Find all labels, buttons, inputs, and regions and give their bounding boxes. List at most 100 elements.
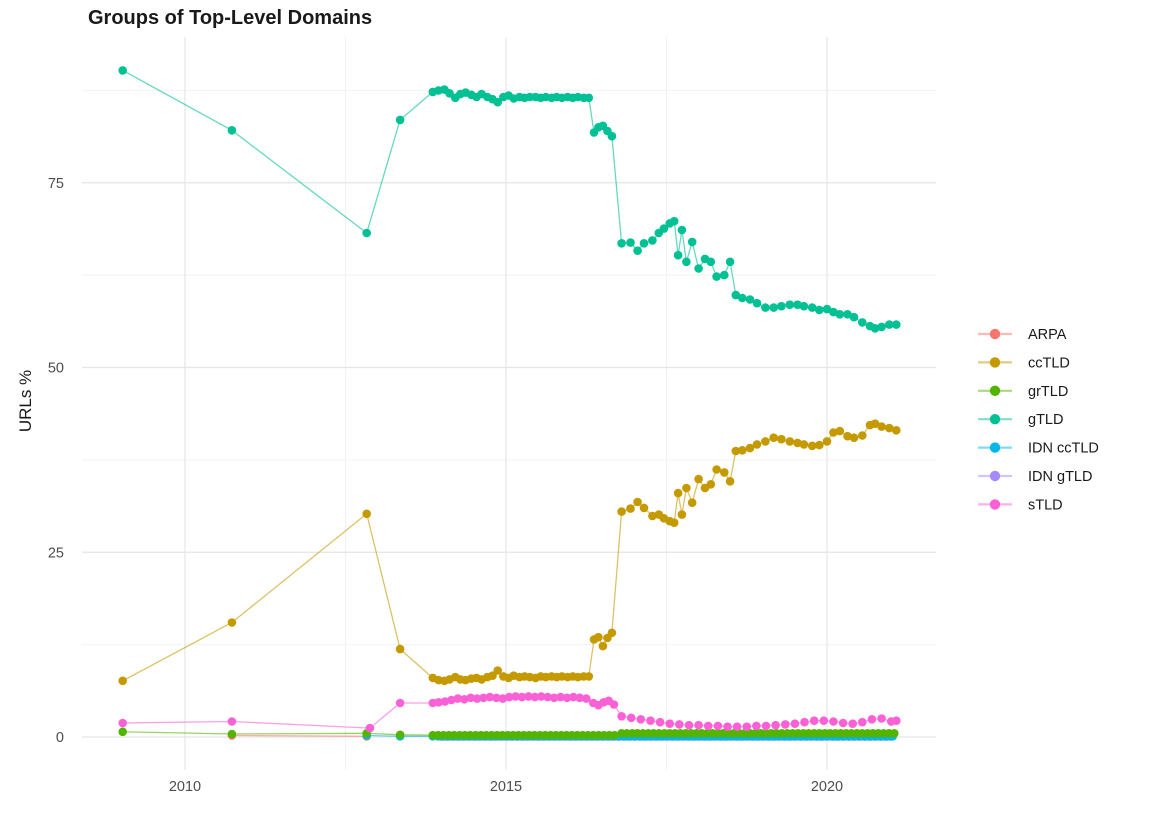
data-point-cctld bbox=[598, 641, 608, 651]
data-point-gtld bbox=[677, 225, 687, 235]
data-point-cctld bbox=[118, 676, 127, 686]
data-point-cctld bbox=[677, 510, 687, 519]
data-point-cctld bbox=[694, 474, 703, 484]
x-axis-tick-labels: 2010 2015 2020 bbox=[169, 779, 843, 795]
data-point-gtld bbox=[659, 224, 669, 233]
data-point-gtld bbox=[395, 115, 405, 125]
data-point-grtld bbox=[890, 729, 899, 738]
data-point-stld bbox=[556, 692, 565, 702]
data-point-cctld bbox=[870, 419, 880, 429]
data-point-stld bbox=[809, 716, 819, 725]
data-point-gtld bbox=[673, 250, 683, 260]
data-point-stld bbox=[530, 692, 540, 702]
gridlines bbox=[82, 37, 936, 770]
data-point-stld bbox=[517, 692, 527, 702]
series-line-gtld bbox=[122, 69, 897, 329]
data-point-gtld bbox=[815, 305, 824, 315]
series-line-arpa bbox=[231, 734, 367, 737]
y-axis-tick-labels: 0 25 50 75 bbox=[48, 176, 64, 746]
data-point-cctld bbox=[712, 465, 721, 474]
data-point-stld bbox=[819, 716, 829, 725]
data-point-gtld bbox=[885, 320, 894, 329]
data-point-gtld bbox=[362, 228, 372, 238]
data-point-gtld bbox=[712, 272, 721, 281]
data-point-cctld bbox=[835, 426, 845, 436]
data-point-stld bbox=[665, 719, 674, 728]
data-point-stld bbox=[723, 722, 732, 731]
data-point-stld bbox=[118, 718, 127, 728]
data-point-stld bbox=[790, 719, 800, 728]
data-point-cctld bbox=[731, 446, 741, 456]
series-points-grtld bbox=[118, 727, 899, 740]
data-point-gtld bbox=[769, 303, 778, 312]
data-point-cctld bbox=[362, 509, 372, 519]
y-tick-label-50: 50 bbox=[48, 361, 64, 377]
data-point-stld bbox=[655, 717, 665, 727]
data-point-stld bbox=[447, 695, 456, 705]
data-point-cctld bbox=[769, 433, 778, 443]
data-point-gtld bbox=[706, 257, 716, 267]
legend-item-stld: sTLD bbox=[978, 497, 1063, 513]
series-lines bbox=[122, 69, 897, 738]
data-point-stld bbox=[575, 693, 585, 703]
legend-label-stld: sTLD bbox=[1028, 497, 1063, 513]
data-point-gtld bbox=[445, 89, 454, 98]
data-point-gtld bbox=[626, 238, 635, 247]
y-axis-title: URLs % bbox=[16, 370, 35, 432]
data-point-gtld bbox=[870, 324, 880, 333]
x-tick-label-2015: 2015 bbox=[490, 779, 522, 795]
data-point-gtld bbox=[118, 66, 127, 75]
data-point-stld bbox=[800, 717, 809, 727]
data-point-gtld bbox=[892, 320, 901, 329]
data-point-cctld bbox=[799, 440, 809, 449]
data-point-gtld bbox=[822, 304, 832, 314]
data-point-cctld bbox=[858, 431, 867, 440]
data-point-cctld bbox=[815, 440, 824, 450]
legend-key-dot bbox=[989, 385, 1001, 396]
data-point-stld bbox=[492, 693, 501, 703]
data-point-stld bbox=[617, 712, 626, 721]
data-point-stld bbox=[838, 718, 848, 728]
data-point-stld bbox=[636, 715, 646, 724]
legend-item-grtld: grTLD bbox=[978, 384, 1068, 400]
data-point-stld bbox=[485, 692, 495, 702]
data-point-gtld bbox=[682, 257, 691, 267]
data-point-cctld bbox=[745, 443, 755, 453]
data-point-gtld bbox=[731, 290, 741, 300]
data-point-cctld bbox=[626, 504, 635, 513]
data-point-gtld bbox=[752, 298, 762, 308]
data-point-stld bbox=[569, 692, 578, 702]
data-point-cctld bbox=[785, 437, 795, 446]
data-point-stld bbox=[848, 719, 857, 728]
data-point-stld bbox=[892, 716, 901, 725]
data-point-cctld bbox=[822, 437, 832, 446]
legend-item-idn-gtld: IDN gTLD bbox=[978, 469, 1092, 485]
legend-label-grtld: grTLD bbox=[1028, 384, 1068, 400]
data-point-gtld bbox=[799, 301, 809, 311]
data-point-gtld bbox=[738, 293, 747, 303]
data-point-stld bbox=[562, 693, 572, 703]
data-point-stld bbox=[453, 694, 463, 703]
data-point-gtld bbox=[227, 126, 237, 135]
data-point-cctld bbox=[843, 431, 852, 441]
data-point-stld bbox=[752, 721, 761, 731]
data-point-stld bbox=[524, 692, 533, 701]
data-point-stld bbox=[867, 715, 877, 724]
data-point-stld bbox=[549, 693, 559, 703]
x-tick-label-2020: 2020 bbox=[811, 779, 843, 795]
data-point-cctld bbox=[725, 477, 735, 486]
data-point-stld bbox=[479, 693, 488, 703]
data-point-stld bbox=[504, 692, 514, 702]
chart-title: Groups of Top-Level Domains bbox=[88, 7, 372, 29]
data-point-cctld bbox=[829, 428, 838, 437]
data-point-gtld bbox=[835, 310, 845, 319]
legend-label-gtld: gTLD bbox=[1028, 412, 1063, 428]
data-point-grtld bbox=[610, 730, 619, 740]
legend-label-cctld: ccTLD bbox=[1028, 355, 1070, 371]
data-point-cctld bbox=[761, 437, 770, 446]
data-point-stld bbox=[537, 692, 546, 701]
data-point-cctld bbox=[673, 488, 683, 498]
data-point-gtld bbox=[858, 318, 867, 327]
